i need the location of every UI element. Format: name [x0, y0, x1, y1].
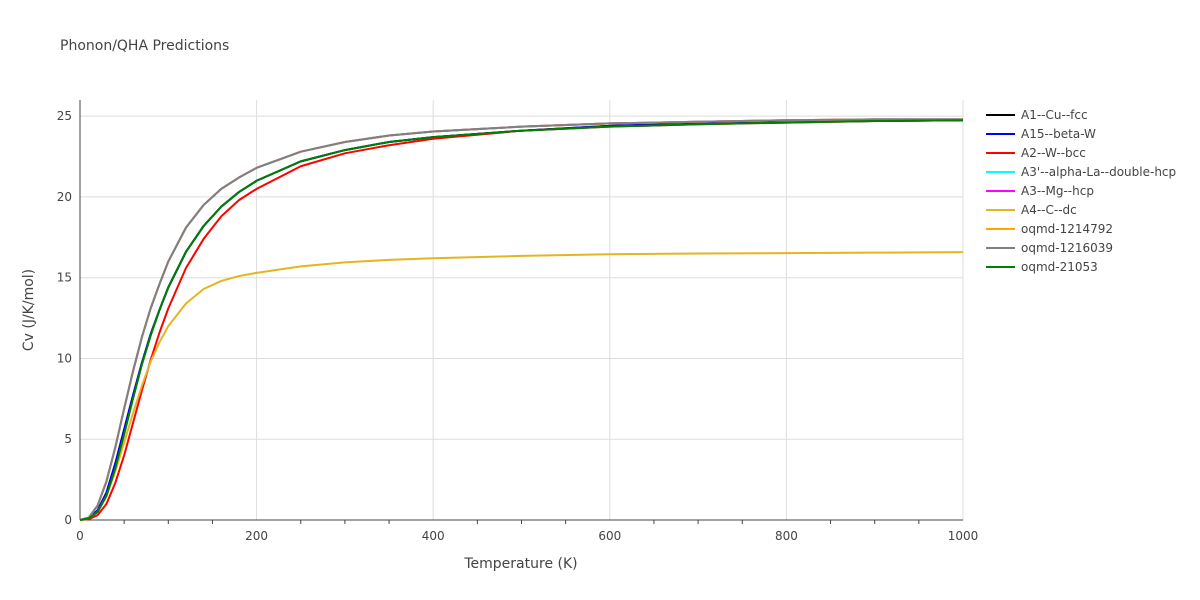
legend-item[interactable]: A1--Cu--fcc [986, 108, 1088, 122]
series-line-7 [79, 118, 963, 521]
series-line-4 [79, 118, 963, 521]
chart-title: Phonon/QHA Predictions [60, 38, 229, 54]
legend-label: oqmd-21053 [1021, 260, 1098, 274]
x-tick-label: 200 [245, 529, 268, 543]
y-tick-label: 5 [64, 432, 72, 446]
series-line-0 [79, 119, 964, 521]
y-tick-label: 15 [57, 271, 72, 285]
series-line-5 [79, 251, 964, 521]
legend-label: A1--Cu--fcc [1021, 108, 1088, 122]
legend-item[interactable]: A2--W--bcc [986, 146, 1086, 160]
legend-item[interactable]: oqmd-21053 [986, 260, 1098, 274]
legend-item[interactable]: oqmd-1214792 [986, 222, 1113, 236]
y-tick-label: 0 [64, 513, 72, 527]
series-line-1 [79, 119, 964, 521]
legend-item[interactable]: A3--Mg--hcp [986, 184, 1094, 198]
series-line-8 [79, 119, 964, 521]
legend-item[interactable]: A4--C--dc [986, 203, 1077, 217]
axes: 0 200 400 600 800 1000 0 5 10 15 20 25 [57, 100, 979, 543]
y-tick-label: 25 [57, 109, 72, 123]
series-line-2 [79, 119, 964, 521]
legend-item[interactable]: A15--beta-W [986, 127, 1096, 141]
legend-label: A15--beta-W [1021, 127, 1096, 141]
x-tick-label: 1000 [948, 529, 979, 543]
x-tick-label: 0 [76, 529, 84, 543]
series-lines [79, 118, 964, 521]
legend-label: oqmd-1216039 [1021, 241, 1113, 255]
x-axis-title: Temperature (K) [463, 556, 577, 572]
legend-label: A3--Mg--hcp [1021, 184, 1094, 198]
legend-item[interactable]: A3'--alpha-La--double-hcp [986, 165, 1176, 179]
x-tick-label: 800 [775, 529, 798, 543]
y-tick-label: 20 [57, 190, 72, 204]
legend-label: A3'--alpha-La--double-hcp [1021, 165, 1176, 179]
y-axis-title: Cv (J/K/mol) [21, 269, 37, 351]
legend-item[interactable]: oqmd-1216039 [986, 241, 1113, 255]
x-tick-label: 400 [422, 529, 445, 543]
series-line-3 [79, 118, 963, 521]
legend-label: A2--W--bcc [1021, 146, 1086, 160]
legend-label: oqmd-1214792 [1021, 222, 1113, 236]
legend: A1--Cu--fcc A15--beta-W A2--W--bcc A3'--alp… [986, 108, 1176, 274]
x-tick-label: 600 [598, 529, 621, 543]
series-line-6 [79, 118, 963, 521]
y-tick-label: 10 [57, 351, 72, 365]
grid [80, 100, 964, 520]
legend-label: A4--C--dc [1021, 203, 1077, 217]
